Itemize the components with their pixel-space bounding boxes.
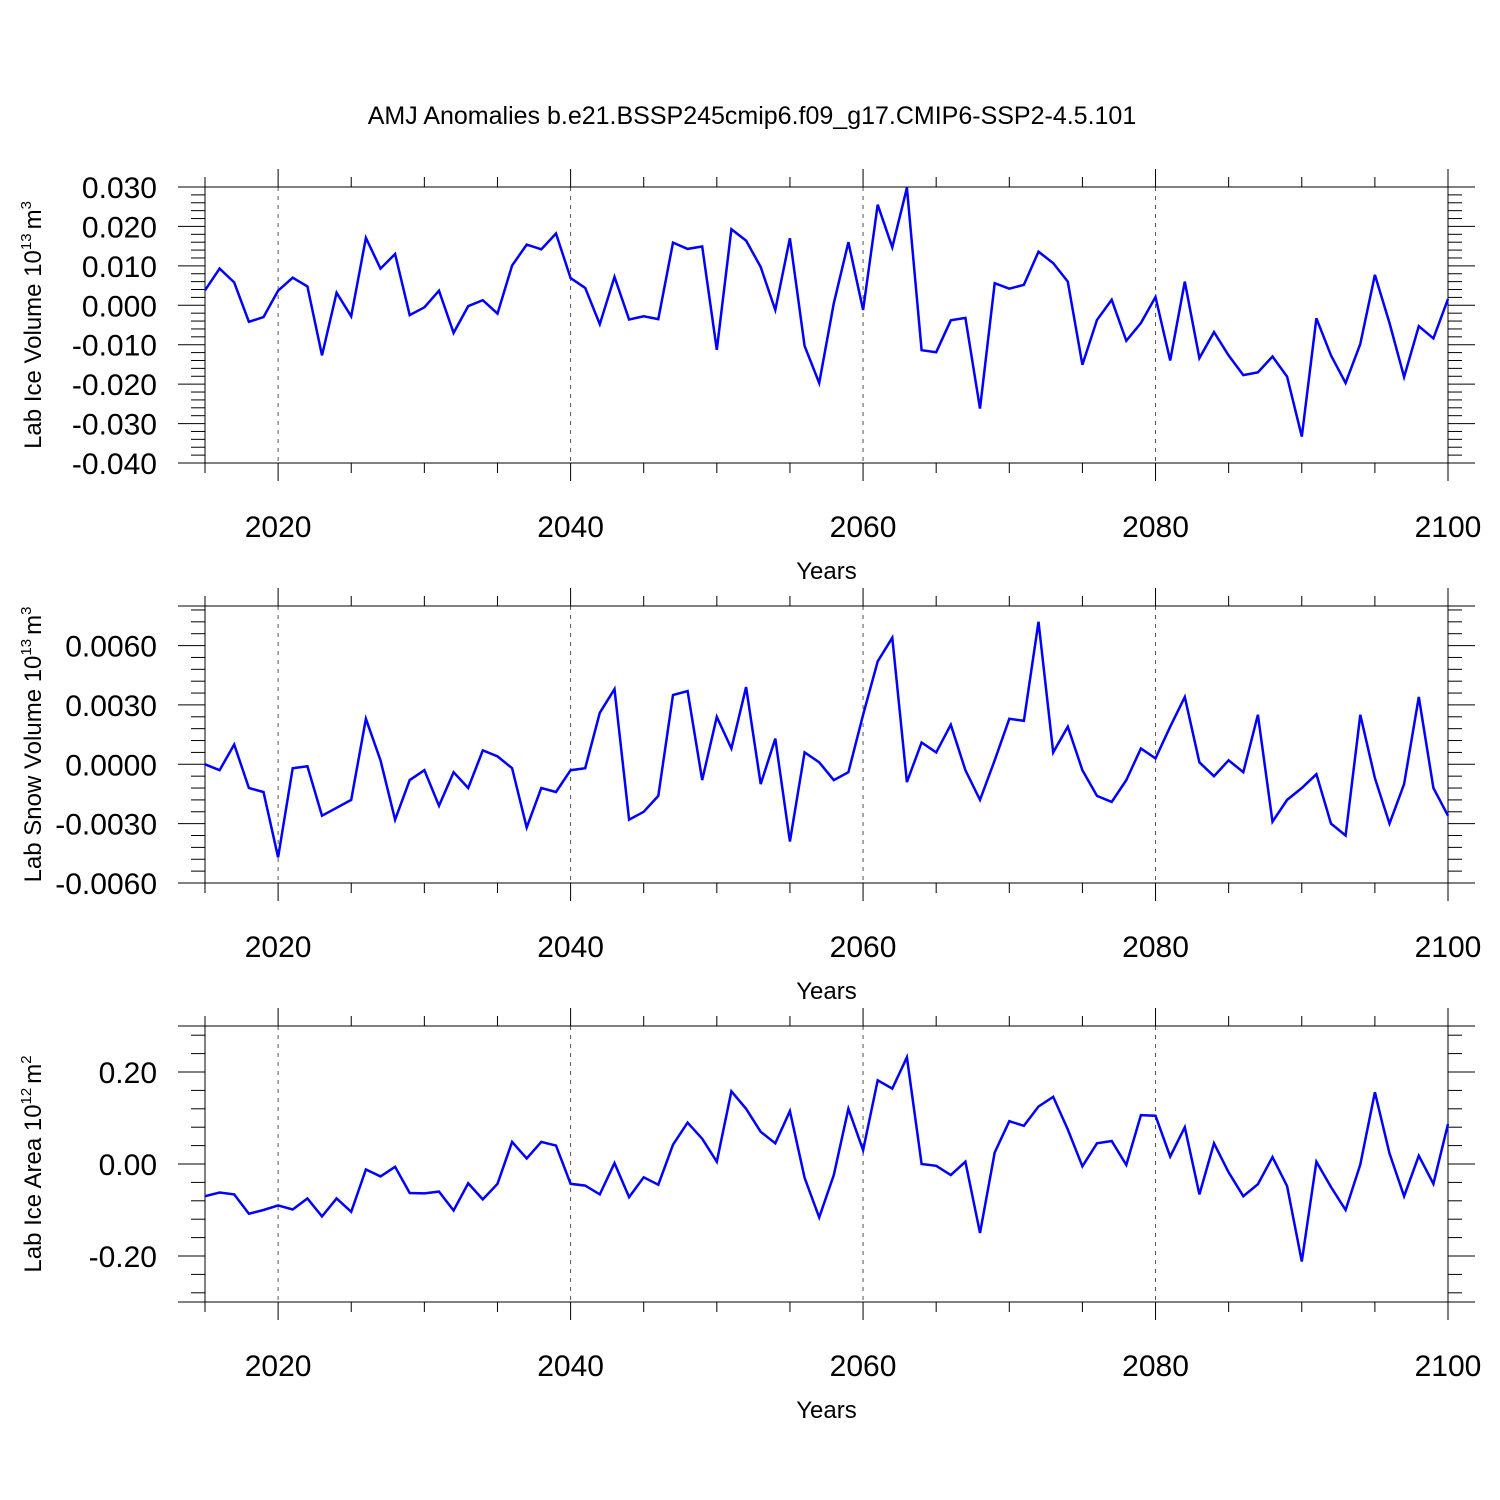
y-tick-label: -0.040	[72, 448, 157, 481]
x-tick-label: 2100	[1415, 511, 1482, 544]
x-tick-label: 2040	[537, 1350, 604, 1383]
chart-panel-1: 2020 2040 2060 2080 2100 Years -0.040 -0.030 -0.…	[18, 169, 1481, 585]
series-line	[204, 621, 1450, 858]
x-axis-label: Years	[796, 978, 857, 1005]
chart-panel-3: 2020 2040 2060 2080 2100 Years -0.20 0.00 0.20 La…	[18, 1008, 1481, 1424]
y-axis-label-text: Lab Ice Volume 10	[20, 250, 47, 449]
series-line	[203, 187, 1450, 437]
y-tick-label: 0.000	[82, 290, 157, 323]
y-axis-label-unit-exponent: 2	[18, 1055, 35, 1063]
chart-panel-2: 2020 2040 2060 2080 2100 Years -0.0060 -0.0030 0…	[18, 588, 1481, 1005]
y-tick-label: 0.020	[82, 211, 157, 244]
x-tick-label: 2020	[245, 931, 312, 964]
y-axis-label-unit-exponent: 3	[18, 607, 35, 615]
y-axis-label-exponent: 13	[18, 639, 35, 656]
y-tick-label: -0.0060	[55, 868, 157, 901]
y-axis-label-unit: m	[20, 1064, 47, 1084]
y-axis-label-exponent: 13	[18, 233, 35, 250]
y-axis-label-text: Lab Snow Volume 10	[20, 656, 47, 883]
series-line	[204, 1052, 1450, 1262]
x-tick-label: 2020	[245, 1350, 312, 1383]
x-tick-label: 2080	[1122, 511, 1189, 544]
y-tick-label: 0.0030	[65, 690, 157, 723]
chart-panels: 2020 2040 2060 2080 2100 Years -0.040 -0.030 -0.…	[18, 169, 1481, 1424]
y-axis-label-text: Lab Ice Area 10	[20, 1104, 47, 1272]
x-axis-label: Years	[796, 558, 857, 585]
x-tick-label: 2080	[1122, 1350, 1189, 1383]
y-tick-label: 0.030	[82, 172, 157, 205]
y-axis-label-unit: m	[20, 615, 47, 635]
y-axis-label: Lab Ice Volume 1013 m3	[18, 201, 47, 449]
x-tick-label: 2060	[830, 1350, 897, 1383]
x-tick-label: 2060	[830, 931, 897, 964]
y-tick-label: 0.0000	[65, 749, 157, 782]
y-axis-label: Lab Ice Area 1012 m2	[18, 1055, 47, 1272]
y-tick-label: -0.20	[89, 1241, 157, 1274]
y-tick-label: 0.0060	[65, 631, 157, 664]
y-tick-label: -0.0030	[55, 809, 157, 842]
y-tick-label: 0.010	[82, 251, 157, 284]
figure-title: AMJ Anomalies b.e21.BSSP245cmip6.f09_g17…	[368, 102, 1137, 130]
y-axis-label-exponent: 12	[18, 1088, 35, 1105]
x-tick-label: 2100	[1415, 931, 1482, 964]
x-tick-label: 2080	[1122, 931, 1189, 964]
y-tick-label: 0.20	[99, 1057, 157, 1090]
x-tick-label: 2020	[245, 511, 312, 544]
y-tick-label: 0.00	[99, 1149, 157, 1182]
y-axis-label-unit: m	[20, 209, 47, 229]
x-tick-label: 2040	[537, 931, 604, 964]
y-tick-label: -0.010	[72, 330, 157, 363]
x-tick-label: 2040	[537, 511, 604, 544]
y-axis-label: Lab Snow Volume 1013 m3	[18, 607, 47, 883]
x-tick-label: 2060	[830, 511, 897, 544]
y-tick-label: -0.030	[72, 409, 157, 442]
x-tick-label: 2100	[1415, 1350, 1482, 1383]
y-axis-label-unit-exponent: 3	[18, 201, 35, 209]
y-tick-label: -0.020	[72, 369, 157, 402]
x-axis-label: Years	[796, 1397, 857, 1424]
